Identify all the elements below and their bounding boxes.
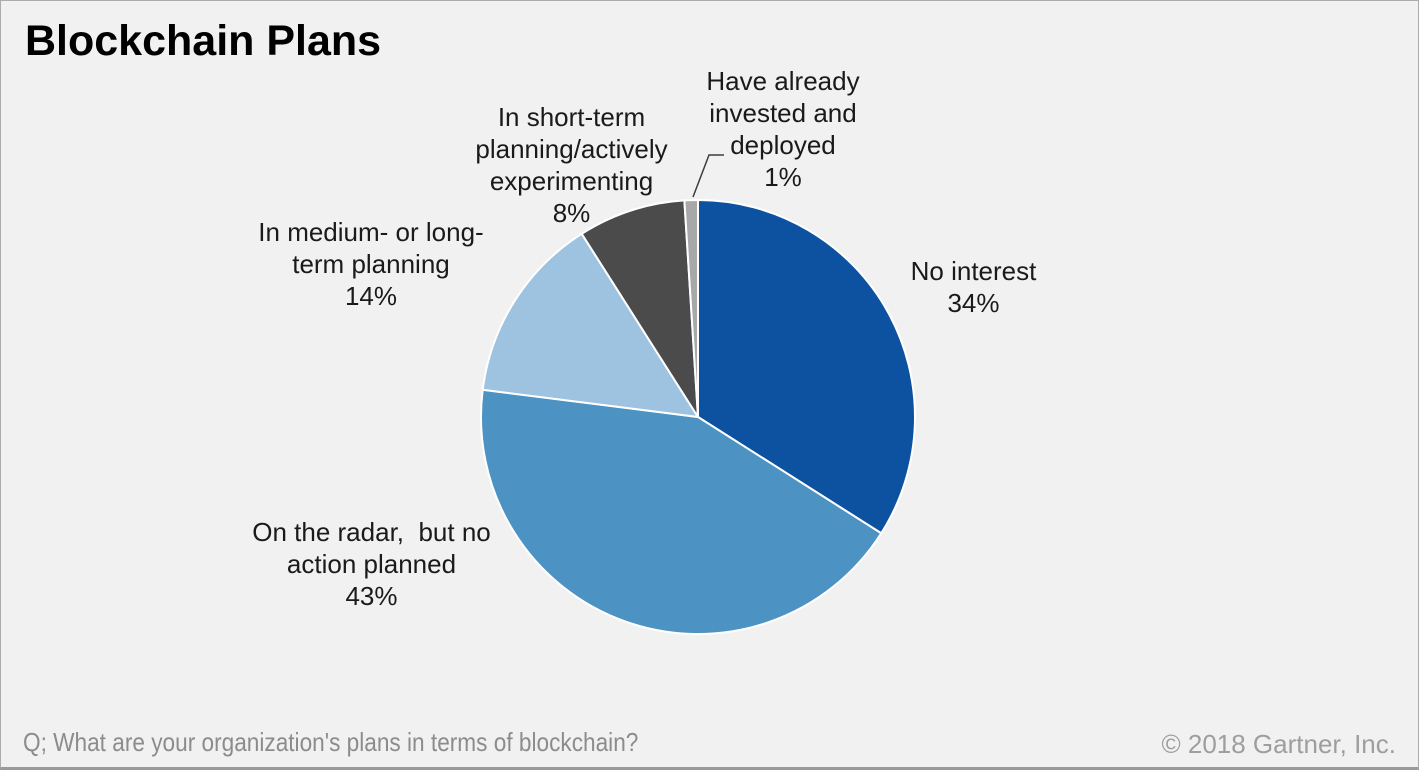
pie-slice-no-interest [697, 199, 916, 535]
footer-source-block: Q; What are your organization's plans in… [23, 672, 639, 767]
pie-slice-medium-long [481, 232, 699, 418]
callout-label-have-invested: Have already invested and deployed 1% [706, 66, 860, 192]
callout-label-short-term: In short-term planning/actively experime… [475, 102, 668, 228]
callout-label-medium-long: In medium- or long- term planning 14% [258, 217, 484, 311]
pie-slice-have-invested [683, 199, 699, 418]
pie-slice-on-radar [480, 388, 883, 635]
callout-label-on-radar: On the radar, but no action planned 43% [252, 517, 491, 611]
footer-copyright: © 2018 Gartner, Inc. [1161, 729, 1396, 759]
pie-slice-short-term [580, 199, 699, 418]
callout-label-no-interest: No interest 34% [910, 256, 1037, 318]
page-title: Blockchain Plans [25, 17, 382, 65]
footer-question: Q; What are your organization's plans in… [23, 727, 639, 757]
callout-leader-line [692, 154, 724, 198]
